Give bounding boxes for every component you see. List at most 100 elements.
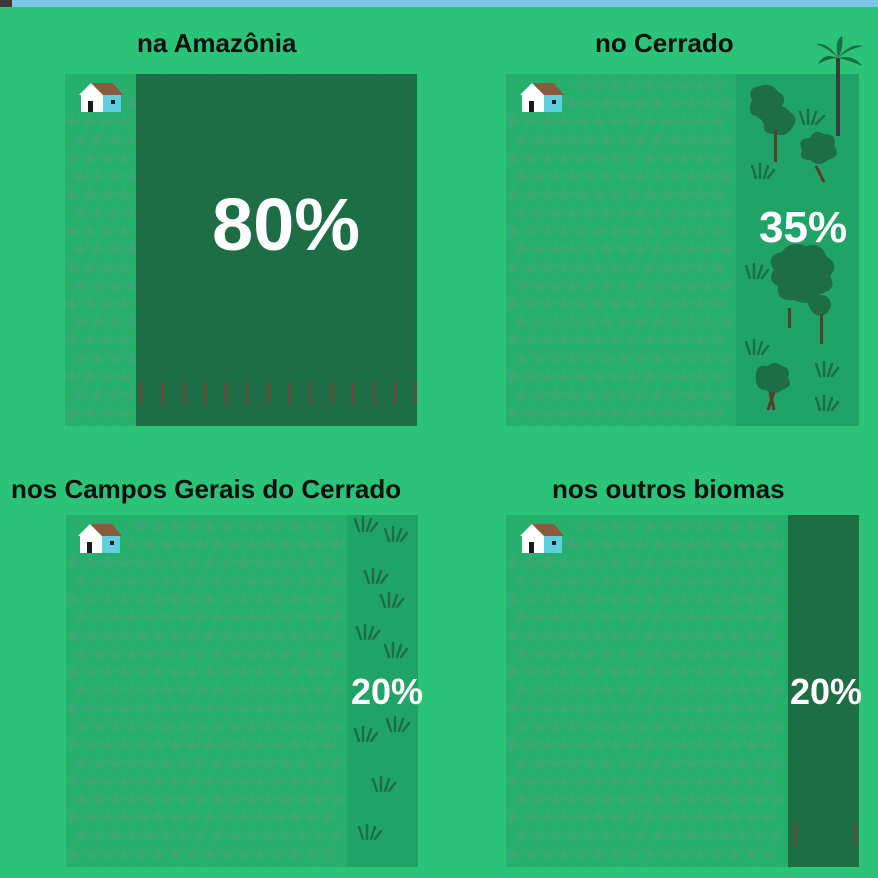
grass-tuft-icon	[633, 791, 649, 804]
grass-tuft-icon	[321, 772, 337, 786]
grass-tuft-icon	[650, 204, 666, 218]
grass-tuft-icon	[540, 149, 556, 163]
grass-tuft-icon	[769, 827, 785, 841]
grass-tuft-icon	[261, 609, 277, 622]
grass-tuft-icon	[693, 700, 709, 713]
grass-tuft-icon	[625, 295, 641, 309]
grass-tuft-icon	[659, 700, 675, 713]
grass-tuft-icon	[176, 718, 192, 732]
grass-tuft-icon	[684, 95, 700, 109]
top-strip-mark	[0, 0, 12, 7]
grass-tuft-icon	[210, 609, 226, 622]
grass-tuft-icon	[531, 645, 547, 659]
grass-tuft-icon	[312, 609, 328, 622]
house-icon	[79, 83, 123, 112]
grass-tuft-icon	[701, 95, 717, 109]
grass-tuft-icon	[74, 718, 90, 732]
grass-tuft-icon	[321, 627, 337, 641]
grass-tuft-icon	[659, 77, 675, 90]
grass-tuft-icon	[523, 149, 539, 163]
grass-tuft-icon	[633, 313, 649, 327]
grass-tuft-icon	[100, 663, 116, 677]
grass-tuft-icon	[514, 754, 530, 768]
grass-tuft-icon	[329, 718, 345, 732]
grass-tuft-icon	[608, 259, 624, 272]
grass-tuft-icon	[710, 663, 726, 677]
grass-tuft-icon	[261, 572, 277, 586]
top-strip	[0, 0, 878, 7]
grass-tuft-icon	[100, 700, 116, 713]
grass-tuft-icon	[727, 845, 743, 859]
grass-tuft-icon	[227, 645, 243, 659]
grass-tuft-icon	[83, 663, 99, 677]
grass-tuft-icon	[642, 809, 658, 823]
grass-tuft-icon	[659, 845, 675, 859]
grass-tuft-icon	[557, 554, 573, 568]
grass-tuft-icon	[100, 772, 116, 786]
grass-tuft-icon	[701, 754, 717, 768]
grass-tuft-icon	[99, 186, 115, 200]
grass-tuft-icon	[321, 518, 337, 531]
legal-reserve-amazonia	[136, 74, 417, 426]
grass-tuft-icon	[168, 772, 184, 786]
grass-tuft-icon	[667, 609, 683, 622]
grass-tuft-icon	[693, 186, 709, 200]
grass-tuft-icon	[540, 700, 556, 713]
grass-tuft-icon	[574, 222, 590, 236]
grass-tuft-icon	[616, 536, 632, 550]
grass-tuft-icon	[633, 95, 649, 109]
grass-tuft-icon	[574, 700, 590, 713]
percent-outros-biomas: 20%	[790, 671, 863, 712]
grass-tuft-icon	[744, 809, 760, 823]
grass-tuft-icon	[701, 536, 717, 550]
grass-tuft-icon	[82, 113, 98, 127]
grass-tuft-icon	[329, 791, 345, 804]
grass-tuft-icon	[642, 77, 658, 90]
forest-canopy-amazonia	[136, 74, 417, 416]
grass-tuft-icon	[633, 718, 649, 732]
grass-tuft-icon	[287, 590, 303, 604]
grass-tuft-icon	[591, 518, 607, 531]
grass-tuft-icon	[769, 681, 785, 695]
grass-tuft-icon	[531, 386, 547, 400]
grass-tuft-icon	[66, 590, 82, 604]
grass-tuft-icon	[557, 222, 573, 236]
grass-tuft-icon	[329, 645, 345, 659]
grass-tuft-icon	[124, 240, 135, 254]
grass-tuft-icon	[673, 863, 676, 867]
grass-tuft-icon	[608, 186, 624, 200]
grass-tuft-icon	[639, 422, 642, 426]
grass-tuft-icon	[134, 663, 150, 677]
grass-tuft-icon	[565, 131, 581, 145]
grass-tuft-icon	[270, 809, 286, 823]
grass-tuft-icon	[185, 845, 201, 859]
grass-tuft-icon	[752, 791, 768, 804]
grass-tuft-icon	[540, 554, 556, 568]
grass-tuft-icon	[151, 663, 167, 677]
grass-tuft-icon	[193, 718, 209, 732]
grass-tuft-icon	[582, 204, 598, 218]
grass-tuft-icon	[216, 863, 219, 867]
grass-tuft-icon	[642, 259, 658, 272]
grass-field	[506, 518, 785, 867]
grass-tuft-icon	[608, 736, 624, 750]
grass-tuft-icon	[506, 222, 522, 236]
grass-tuft-icon	[622, 422, 625, 426]
grass-tuft-icon	[193, 645, 209, 659]
grass-tuft-icon	[676, 700, 692, 713]
grass-tuft-icon	[193, 609, 209, 622]
grass-tuft-icon	[540, 259, 556, 272]
grass-tuft-icon	[253, 663, 269, 677]
grass-tuft-icon	[523, 772, 539, 786]
grass-tuft-icon	[66, 554, 82, 568]
grass-tuft-icon	[506, 259, 522, 272]
grass-tuft-icon	[523, 404, 539, 418]
grass-tuft-icon	[278, 754, 294, 768]
grass-tuft-icon	[656, 863, 659, 867]
grass-tuft-icon	[159, 791, 175, 804]
grass-tuft-icon	[66, 772, 82, 786]
grass-tuft-icon	[650, 131, 666, 145]
grass-tuft-icon	[287, 554, 303, 568]
panel-title-campos-gerais: nos Campos Gerais do Cerrado	[11, 474, 402, 504]
grass-tuft-icon	[151, 845, 167, 859]
